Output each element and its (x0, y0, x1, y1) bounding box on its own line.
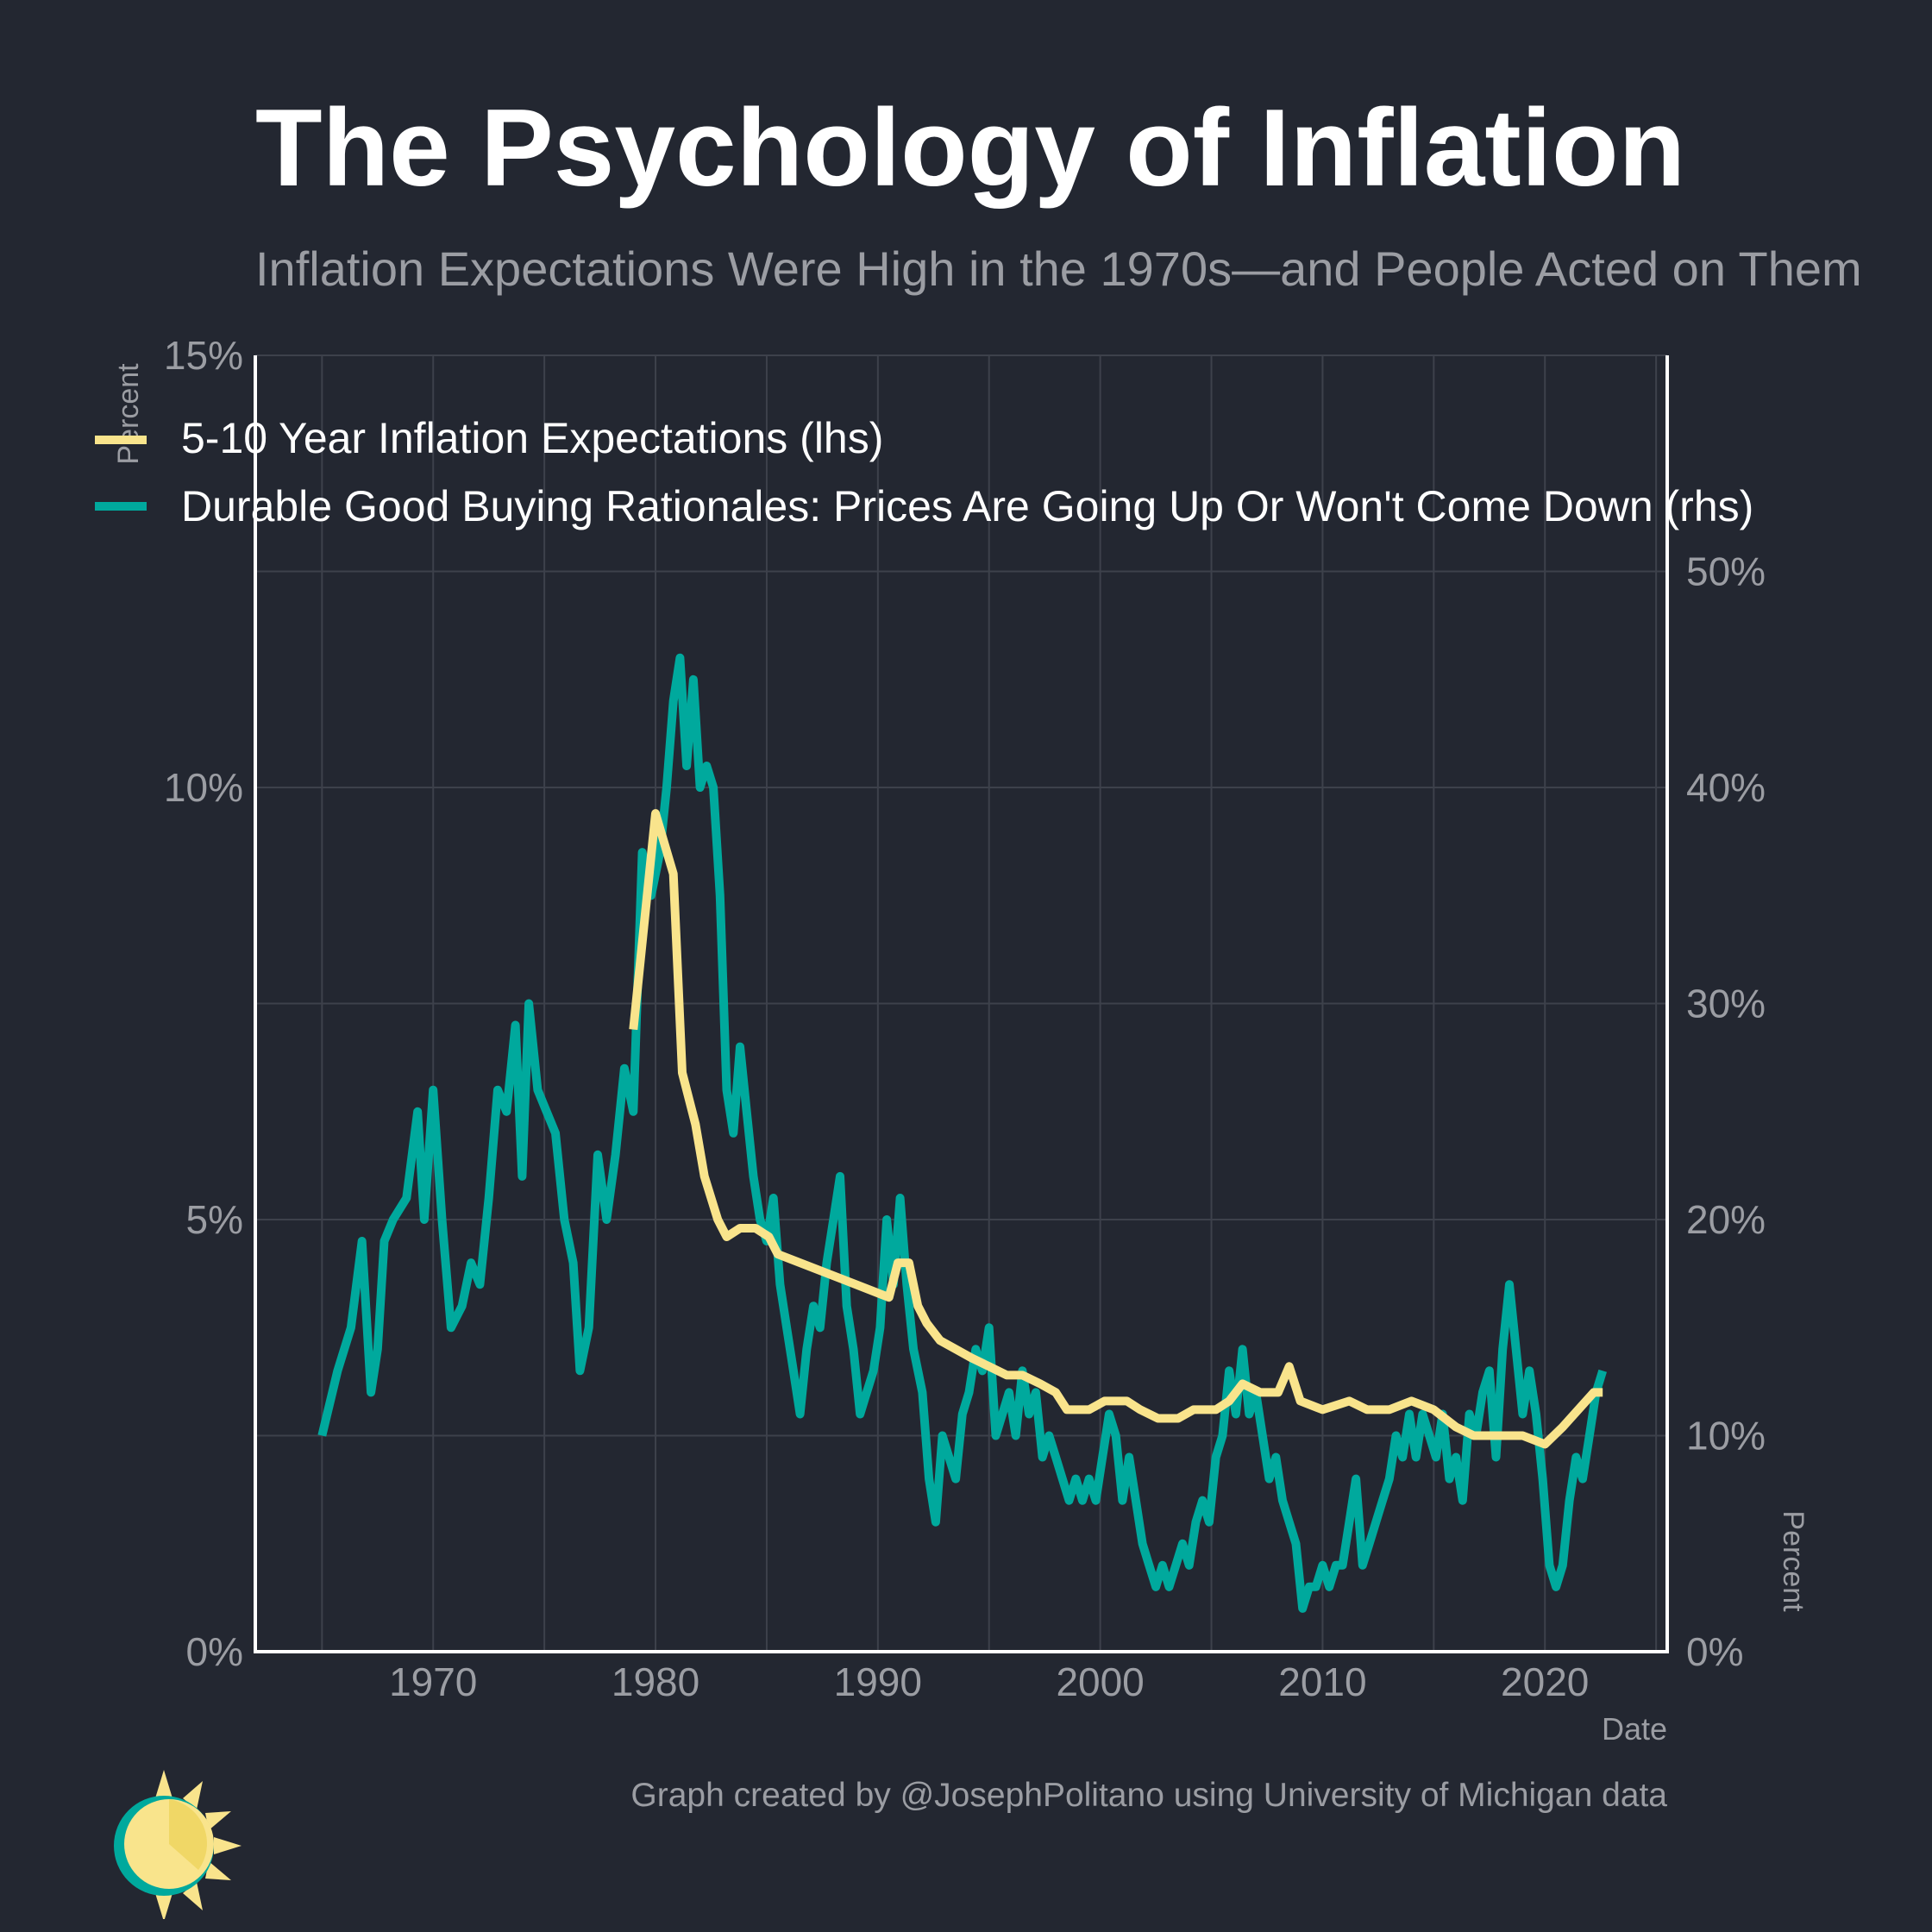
series-expectations-line (629, 809, 1603, 1449)
x-axis-title: Date (1602, 1711, 1667, 1747)
right-axis-title: Percent (1777, 1510, 1810, 1612)
tick-labels: 0% 5% 10% 15% 0% 10% 20% 30% 40% 50% 1970 1980 1990 2… (164, 333, 1766, 1704)
x-tick-label: 2000 (1056, 1659, 1144, 1704)
x-tick-label: 1990 (834, 1659, 922, 1704)
y-right-tick-label: 20% (1686, 1197, 1766, 1242)
y-left-tick-label: 10% (164, 765, 243, 810)
y-right-tick-label: 0% (1686, 1629, 1743, 1674)
series-layer (317, 653, 1607, 1613)
source-caption: Graph created by @JosephPolitano using U… (630, 1777, 1667, 1814)
chart-title: The Psychology of Inflation (255, 86, 1686, 209)
x-tick-label: 2020 (1501, 1659, 1589, 1704)
legend-label-durable: Durable Good Buying Rationales: Prices A… (181, 482, 1753, 530)
legend: 5-10 Year Inflation Expectations (lhs) D… (95, 414, 1753, 530)
x-tick-label: 1980 (612, 1659, 699, 1704)
y-right-tick-label: 40% (1686, 765, 1766, 810)
sun-logo-icon (114, 1770, 242, 1919)
series-durable-line (317, 653, 1607, 1613)
y-right-tick-label: 50% (1686, 549, 1766, 594)
chart-subtitle: Inflation Expectations Were High in the … (255, 242, 1862, 296)
y-left-tick-label: 0% (186, 1629, 243, 1674)
y-right-tick-label: 30% (1686, 982, 1766, 1026)
axes (254, 355, 1669, 1653)
y-left-tick-label: 15% (164, 333, 243, 378)
y-left-tick-label: 5% (186, 1197, 243, 1242)
legend-label-expectations: 5-10 Year Inflation Expectations (lhs) (181, 414, 883, 462)
x-tick-label: 1970 (389, 1659, 477, 1704)
x-tick-label: 2010 (1278, 1659, 1366, 1704)
y-right-tick-label: 10% (1686, 1414, 1766, 1458)
left-axis-title: Percent (112, 363, 145, 465)
